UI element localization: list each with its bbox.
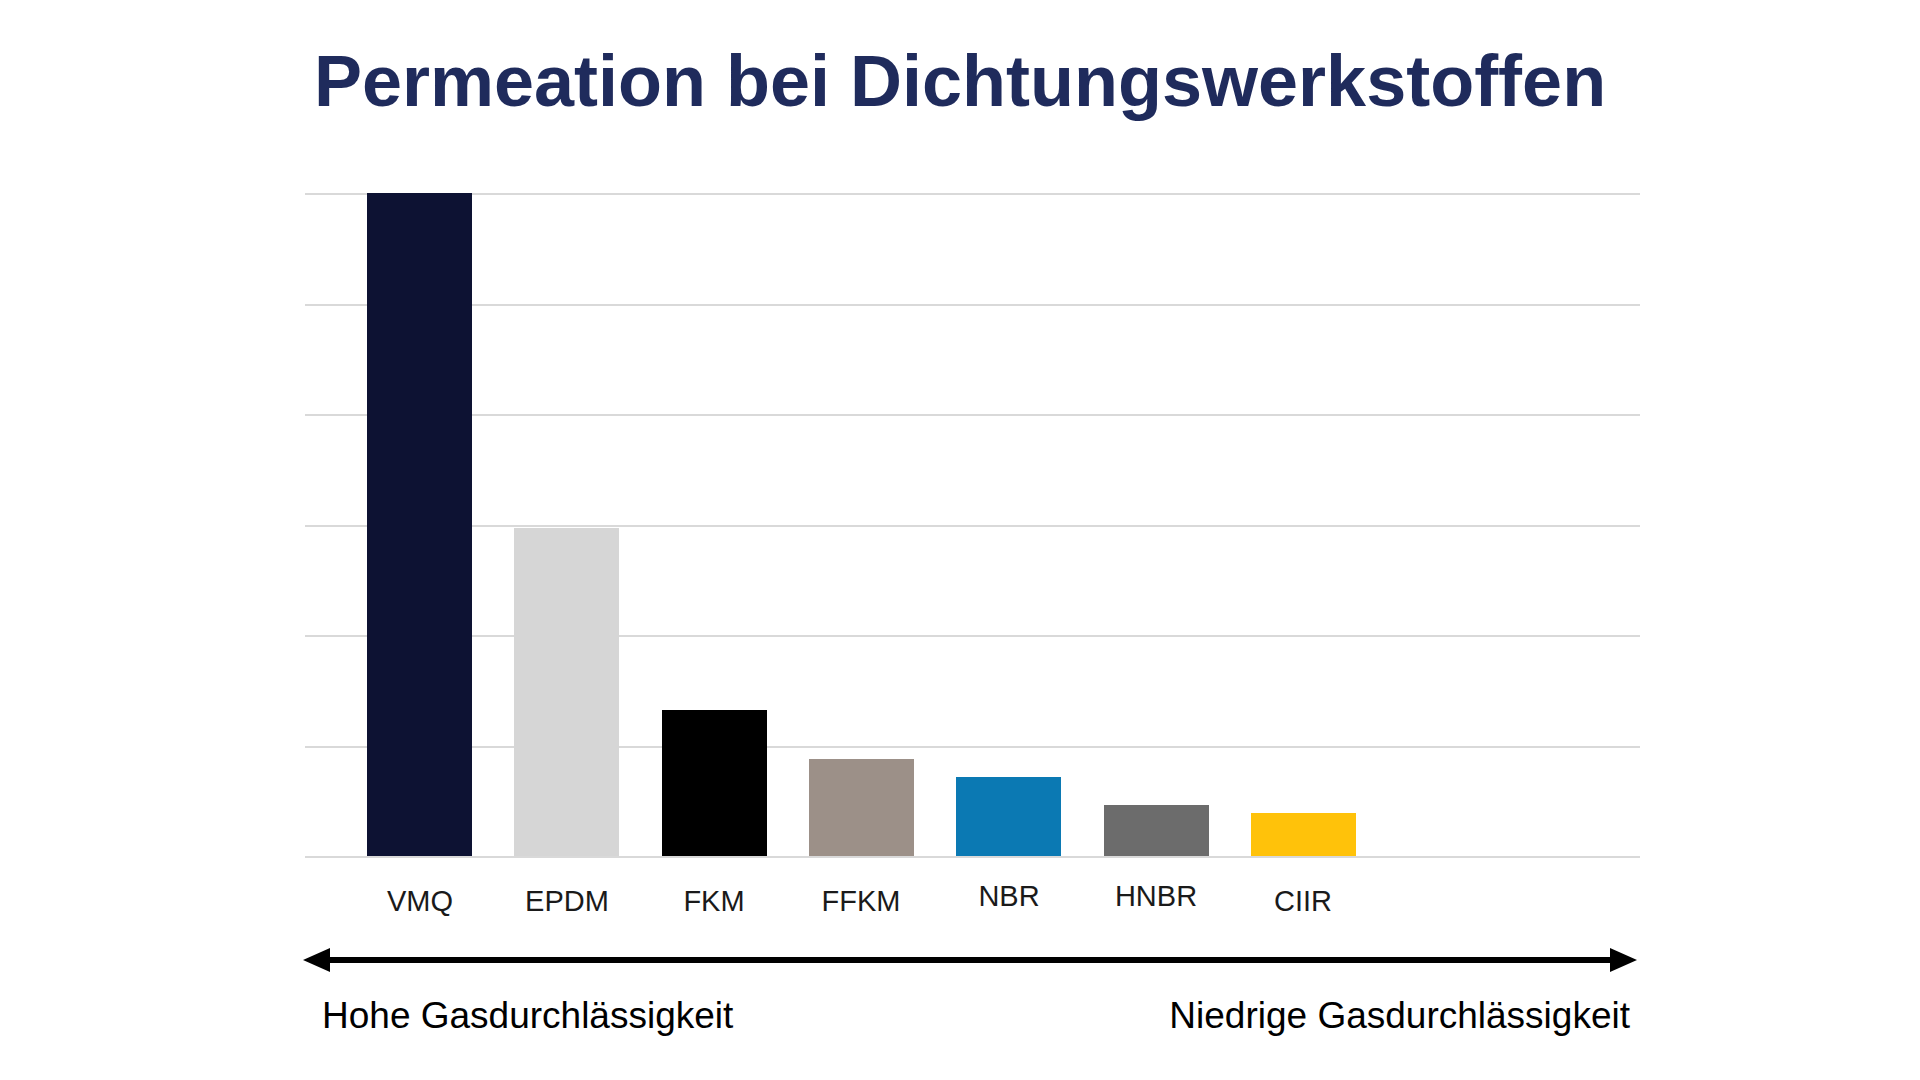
bar-label-hnbr: HNBR [1076, 881, 1236, 913]
gridline [305, 414, 1640, 416]
arrow-right-head-icon [1610, 948, 1637, 972]
slide: Permeation bei Dichtungswerkstoffen Hohe… [0, 0, 1920, 1080]
gridline [305, 856, 1640, 858]
bar-hnbr [1104, 805, 1209, 856]
bar-epdm [514, 528, 619, 856]
axis-label-low-permeability: Niedrige Gasdurchlässigkeit [1169, 996, 1630, 1037]
gridline [305, 525, 1640, 527]
bar-label-ciir: CIIR [1223, 886, 1383, 918]
bar-ciir [1251, 813, 1356, 856]
plot-area [305, 193, 1640, 856]
gridline [305, 635, 1640, 637]
bar-vmq [367, 193, 472, 856]
axis-label-high-permeability: Hohe Gasdurchlässigkeit [322, 996, 733, 1037]
bar-fkm [662, 710, 767, 856]
arrow-line [323, 957, 1617, 963]
gridline [305, 746, 1640, 748]
chart-title: Permeation bei Dichtungswerkstoffen [0, 44, 1920, 120]
bar-label-epdm: EPDM [487, 886, 647, 918]
bar-nbr [956, 777, 1061, 856]
bar-label-vmq: VMQ [340, 886, 500, 918]
gridline [305, 304, 1640, 306]
bar-label-fkm: FKM [634, 886, 794, 918]
gridline [305, 193, 1640, 195]
permeability-axis-arrow [303, 948, 1637, 972]
bar-label-nbr: NBR [929, 881, 1089, 913]
bar-label-ffkm: FFKM [781, 886, 941, 918]
bar-ffkm [809, 759, 914, 856]
